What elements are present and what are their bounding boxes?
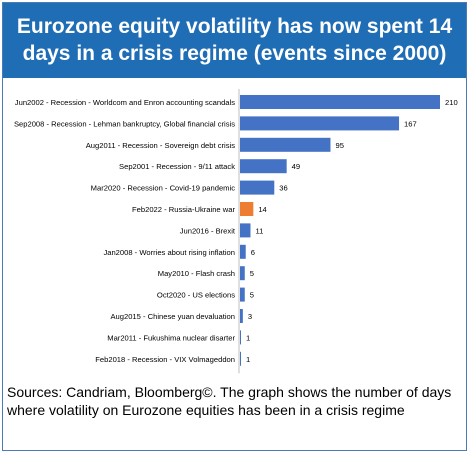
category-label: Sep2001 - Recession - 9/11 attack (119, 162, 235, 171)
value-label: 167 (404, 119, 417, 128)
bar (240, 223, 251, 238)
bar-chart: Jun2002 - Recession - Worldcom and Enron… (14, 89, 458, 374)
bar (240, 309, 243, 323)
bar-highlighted (240, 202, 254, 216)
category-label: Mar2020 - Recession - Covid-19 pandemic (91, 184, 236, 193)
bar (240, 137, 331, 152)
value-label: 95 (335, 141, 343, 150)
value-label: 5 (250, 291, 254, 300)
value-label: 3 (248, 312, 252, 321)
value-label: 210 (445, 98, 458, 107)
value-label: 6 (251, 248, 255, 257)
title-bar: Eurozone equity volatility has now spent… (3, 3, 466, 78)
bar (240, 266, 245, 281)
category-label: Mar2011 - Fukushima nuclear disarter (107, 333, 235, 342)
category-label: Aug2011 - Recession - Sovereign debt cri… (86, 141, 235, 150)
chart-title: Eurozone equity volatility has now spent… (16, 15, 453, 65)
value-label: 1 (246, 333, 250, 342)
category-label: Feb2022 - Russia-Ukraine war (132, 205, 235, 214)
value-label: 1 (246, 355, 250, 364)
chart-frame: Eurozone equity volatility has now spent… (2, 2, 467, 451)
category-label: Feb2018 - Recession - VIX Volmageddon (95, 355, 235, 364)
category-label: Jun2016 - Brexit (180, 226, 236, 235)
bar (240, 180, 275, 195)
bar (240, 330, 241, 345)
bar (240, 159, 287, 174)
category-label: Oct2020 - US elections (157, 291, 235, 300)
sources-note: Sources: Candriam, Bloomberg©. The graph… (7, 384, 452, 418)
category-label: May2010 - Flash crash (158, 269, 235, 278)
category-label: Sep2008 - Recession - Lehman bankruptcy,… (14, 119, 235, 128)
value-label: 14 (258, 205, 266, 214)
value-label: 49 (292, 162, 300, 171)
bar (240, 351, 241, 366)
value-label: 36 (279, 184, 287, 193)
value-label: 5 (250, 269, 254, 278)
category-label: Aug2015 - Chinese yuan devaluation (110, 312, 235, 321)
value-label: 11 (255, 226, 263, 235)
bar (240, 95, 440, 109)
bar (240, 287, 245, 302)
bar (240, 244, 246, 259)
bar (240, 116, 400, 131)
category-label: Jun2002 - Recession - Worldcom and Enron… (15, 98, 235, 107)
category-label: Jan2008 - Worries about rising inflation (103, 248, 235, 257)
